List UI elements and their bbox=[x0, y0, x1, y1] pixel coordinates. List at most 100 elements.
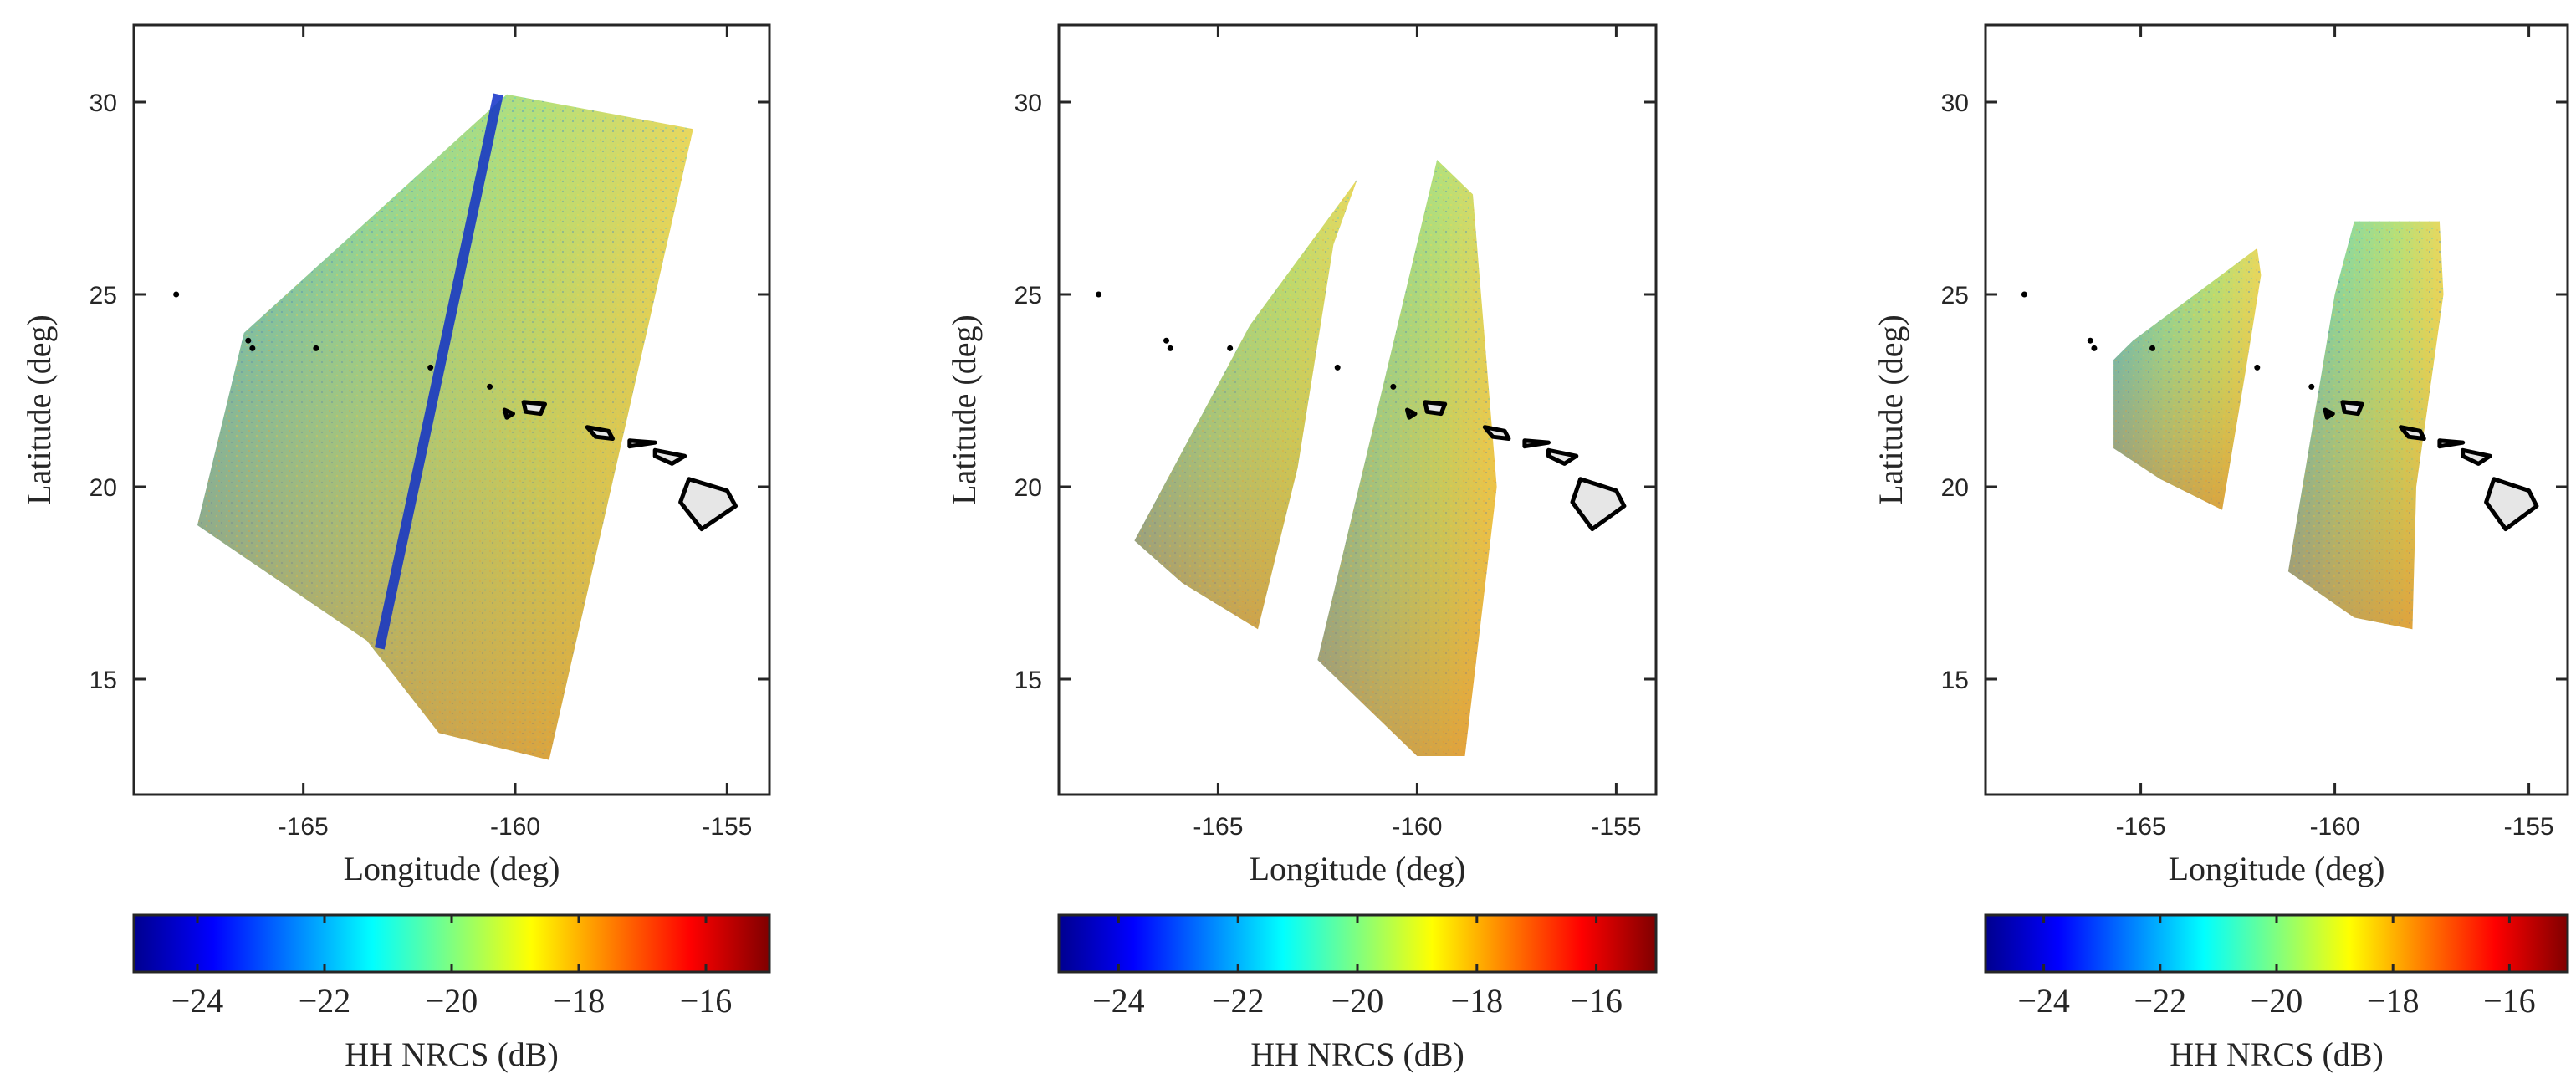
colorbar: −24 −22 −20 −18 −16 HH NRCS (dB) bbox=[1057, 913, 1658, 1073]
panel-left: -165 -160 -155 15 20 25 30 Longitude (deg) Latit… bbox=[20, 23, 771, 1073]
islet-nihoa bbox=[487, 383, 493, 390]
islet-kure bbox=[2021, 291, 2027, 298]
colorbar-tick-label: −16 bbox=[680, 982, 733, 1020]
x-tick-label: -160 bbox=[490, 813, 540, 841]
island-molokai bbox=[627, 438, 657, 449]
plot-area bbox=[2021, 221, 2539, 630]
island-niihau bbox=[2323, 407, 2335, 420]
islet-kure bbox=[1096, 291, 1102, 298]
island-kauai bbox=[521, 400, 547, 417]
x-tick-label: -155 bbox=[702, 813, 752, 841]
axes-box bbox=[132, 23, 771, 796]
low-backscatter-streak bbox=[374, 93, 503, 650]
colorbar-tick-label: −18 bbox=[1451, 982, 1504, 1020]
islet-laysan bbox=[2087, 337, 2093, 344]
colorbar-label: HH NRCS (dB) bbox=[2170, 1035, 2384, 1073]
y-tick-label: 25 bbox=[1941, 282, 1969, 309]
colorbar-tick-label: −22 bbox=[299, 982, 351, 1020]
axes-box bbox=[1057, 23, 1658, 796]
y-axis-label: Latitude (deg) bbox=[1872, 314, 1909, 505]
island-molokai bbox=[1522, 438, 1551, 449]
colorbar: −24 −22 −20 −18 −16 HH NRCS (dB) bbox=[132, 913, 771, 1073]
colorbar-label: HH NRCS (dB) bbox=[345, 1035, 559, 1073]
colorbar-tick-label: −24 bbox=[171, 982, 224, 1020]
y-tick-label: 15 bbox=[89, 667, 117, 694]
x-tick-label: -160 bbox=[2310, 813, 2360, 841]
plot-area bbox=[173, 93, 738, 760]
x-tick-label: -165 bbox=[2116, 813, 2166, 841]
islet-nihoa bbox=[1390, 383, 1397, 390]
island-niihau bbox=[502, 407, 515, 420]
islet-kure bbox=[173, 291, 180, 298]
colorbar-tick-label: −22 bbox=[1212, 982, 1265, 1020]
y-axis-label: Latitude (deg) bbox=[945, 314, 983, 505]
colorbar-tick-label: −20 bbox=[2251, 982, 2303, 1020]
x-tick-label: -160 bbox=[1392, 813, 1442, 841]
y-axis-label: Latitude (deg) bbox=[20, 314, 58, 505]
axes-box bbox=[1984, 23, 2569, 796]
x-tick-label: -155 bbox=[2504, 813, 2554, 841]
x-tick-label: -165 bbox=[279, 813, 329, 841]
island-molokai bbox=[2437, 438, 2466, 449]
islet-necker bbox=[427, 364, 434, 371]
plot-area bbox=[1096, 160, 1627, 756]
colorbar-tick-label: −18 bbox=[553, 982, 606, 1020]
islet-gardner bbox=[2149, 345, 2156, 351]
island-maui bbox=[2461, 447, 2492, 466]
colorbar-gradient bbox=[1986, 915, 2568, 972]
island-niihau bbox=[1405, 407, 1418, 420]
coverage-warm-1 bbox=[2287, 221, 2444, 630]
island-maui bbox=[652, 447, 687, 466]
islet-necker bbox=[1334, 364, 1341, 371]
island-hawaii bbox=[678, 477, 738, 532]
islet-gardner bbox=[313, 345, 319, 351]
colorbar: −24 −22 −20 −18 −16 HH NRCS (dB) bbox=[1984, 913, 2569, 1073]
island-oahu bbox=[2399, 425, 2426, 441]
island-maui bbox=[1546, 447, 1579, 466]
coverage-warm-0 bbox=[1134, 179, 1357, 630]
colorbar-gradient bbox=[1059, 915, 1656, 972]
island-hawaii bbox=[1570, 477, 1627, 532]
colorbar-tick-label: −20 bbox=[1331, 982, 1384, 1020]
y-tick-label: 25 bbox=[1015, 282, 1042, 309]
panel-right: -165 -160 -155 15 20 25 30 Longitude (deg) Latit… bbox=[1872, 23, 2569, 1073]
y-tick-label: 25 bbox=[89, 282, 117, 309]
y-tick-label: 30 bbox=[1941, 89, 1969, 117]
colorbar-tick-label: −16 bbox=[1570, 982, 1623, 1020]
islet-gardner bbox=[1227, 345, 1234, 351]
colorbar-label: HH NRCS (dB) bbox=[1250, 1035, 1464, 1073]
islet-laysan bbox=[245, 337, 252, 344]
colorbar-tick-label: −24 bbox=[2017, 982, 2070, 1020]
colorbar-tick-label: −24 bbox=[1092, 982, 1145, 1020]
islet-nihoa bbox=[2308, 383, 2315, 390]
y-tick-label: 15 bbox=[1015, 667, 1042, 694]
islet-laysan bbox=[1163, 337, 1170, 344]
x-tick-label: -165 bbox=[1193, 813, 1243, 841]
colorbar-gradient bbox=[134, 915, 769, 972]
x-axis-label: Longitude (deg) bbox=[1250, 850, 1466, 887]
coverage-warm-1 bbox=[1317, 160, 1497, 756]
island-kauai bbox=[2340, 400, 2364, 417]
y-tick-label: 30 bbox=[1015, 89, 1042, 117]
colorbar-tick-label: −22 bbox=[2134, 982, 2187, 1020]
island-oahu bbox=[1482, 425, 1511, 441]
island-kauai bbox=[1423, 400, 1448, 417]
islet-laysan bbox=[2091, 345, 2098, 351]
y-tick-label: 30 bbox=[89, 89, 117, 117]
islet-necker bbox=[2254, 364, 2261, 371]
x-axis-label: Longitude (deg) bbox=[344, 850, 560, 887]
islet-laysan bbox=[249, 345, 256, 351]
panel-center: -165 -160 -155 15 20 25 30 Longitude (deg) Latit… bbox=[945, 23, 1658, 1073]
colorbar-tick-label: −18 bbox=[2367, 982, 2420, 1020]
y-tick-label: 20 bbox=[1015, 474, 1042, 502]
coverage-warm-0 bbox=[2113, 248, 2262, 510]
y-tick-label: 15 bbox=[1941, 667, 1969, 694]
y-tick-label: 20 bbox=[1941, 474, 1969, 502]
y-tick-label: 20 bbox=[89, 474, 117, 502]
x-tick-label: -155 bbox=[1591, 813, 1641, 841]
x-axis-label: Longitude (deg) bbox=[2169, 850, 2385, 887]
colorbar-tick-label: −20 bbox=[426, 982, 478, 1020]
islet-laysan bbox=[1167, 345, 1173, 351]
coverage-warm-0 bbox=[197, 94, 693, 760]
